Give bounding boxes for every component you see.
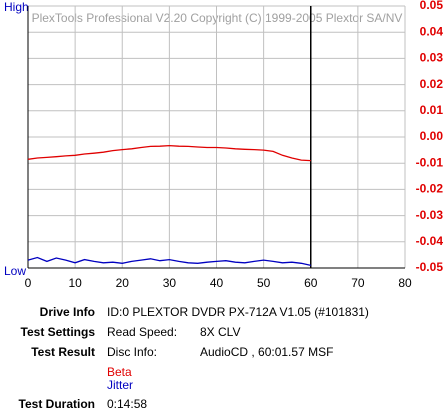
x-tick-label: 80 xyxy=(398,276,412,290)
x-tick-label: 20 xyxy=(116,276,130,290)
info-value: ID:0 PLEXTOR DVDR PX-712A V1.05 (#101831… xyxy=(107,305,369,319)
x-tick-label: 30 xyxy=(163,276,177,290)
y-tick-label: -0.05 xyxy=(416,260,444,274)
info-key: Disc Info: xyxy=(107,345,157,359)
x-tick-label: 70 xyxy=(351,276,365,290)
low-label: Low xyxy=(4,264,26,278)
info-value: 8X CLV xyxy=(200,325,240,339)
info-label: Test Result xyxy=(31,345,95,359)
y-tick-label: -0.01 xyxy=(416,155,444,169)
y-tick-label: 0.03 xyxy=(420,51,444,65)
info-key: Read Speed: xyxy=(107,325,177,339)
x-tick-label: 0 xyxy=(25,276,32,290)
info-label: Test Duration xyxy=(19,397,95,411)
x-tick-label: 40 xyxy=(210,276,224,290)
x-tick-label: 10 xyxy=(68,276,82,290)
legend-entry: Beta xyxy=(107,365,132,379)
y-tick-label: 0.05 xyxy=(420,0,444,12)
series-line xyxy=(27,256,311,267)
series-line xyxy=(27,144,311,162)
y-tick-label: 0.01 xyxy=(420,103,444,117)
x-tick-label: 50 xyxy=(257,276,271,290)
legend-entry: Jitter xyxy=(107,378,133,392)
info-value: 0:14:58 xyxy=(107,397,147,411)
info-value: AudioCD , 60:01.57 MSF xyxy=(200,345,333,359)
y-tick-label: -0.04 xyxy=(416,234,444,248)
info-label: Drive Info xyxy=(40,305,95,319)
high-label: High xyxy=(4,0,29,14)
y-tick-label: 0.04 xyxy=(420,24,444,38)
y-tick-label: 0.00 xyxy=(420,129,444,143)
y-tick-label: -0.02 xyxy=(416,182,444,196)
info-label: Test Settings xyxy=(21,325,96,339)
y-tick-label: -0.03 xyxy=(416,208,444,222)
x-tick-label: 60 xyxy=(304,276,318,290)
y-tick-label: 0.02 xyxy=(420,77,444,91)
